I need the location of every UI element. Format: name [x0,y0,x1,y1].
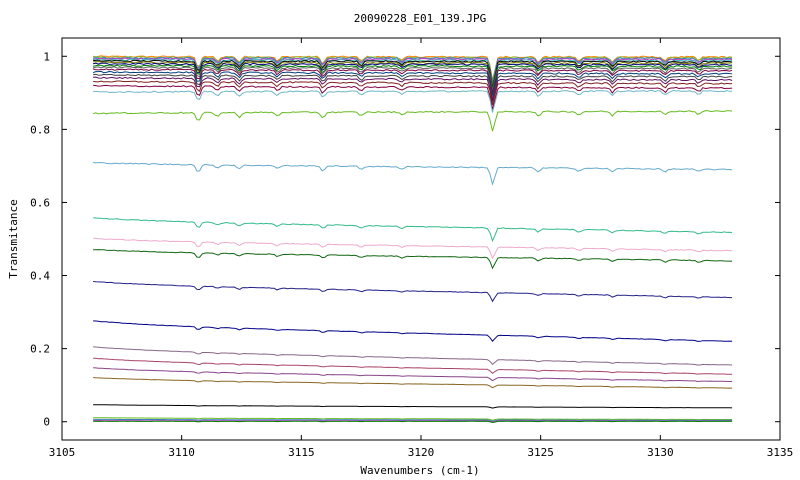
series-line [93,217,733,243]
y-tick-label: 0.4 [30,270,50,283]
series-line [93,89,733,113]
series-line [92,110,733,132]
x-axis: 3105 3110 3115 3120 3125 3130 3135 [49,38,794,459]
series-line [93,84,733,110]
series-line [92,70,733,96]
y-tick-label: 0.8 [30,123,50,136]
series-line [93,404,733,409]
series-line [93,80,733,106]
series-line [93,346,733,366]
series-line [93,73,733,100]
series-line [93,357,733,375]
series-line [92,68,733,94]
series-line [93,56,733,83]
y-tick-label: 1 [43,50,50,63]
x-tick-label: 3105 [49,446,76,459]
series-line [93,237,733,260]
series-layer [92,55,733,424]
x-tick-label: 3135 [767,446,794,459]
chart-title: 20090228_E01_139.JPG [354,12,486,25]
series-line [93,377,733,389]
x-axis-label: Wavenumbers (cm-1) [360,464,479,477]
x-tick-label: 3115 [288,446,315,459]
series-line [93,162,733,186]
series-line [93,417,733,421]
series-line [92,66,733,91]
x-tick-label: 3120 [408,446,435,459]
series-line [93,420,733,424]
series-line [93,281,733,303]
y-tick-label: 0 [43,416,50,429]
y-axis: 0 0.2 0.4 0.6 0.8 1 [30,50,780,429]
series-line [93,367,733,383]
x-tick-label: 3125 [527,446,554,459]
series-line [93,418,733,422]
series-line [93,64,733,90]
x-tick-label: 3110 [168,446,195,459]
y-tick-label: 0.6 [30,196,50,209]
series-line [93,76,733,102]
series-line [93,62,733,88]
series-line [93,249,733,270]
series-line [93,320,733,342]
x-tick-label: 3130 [647,446,674,459]
y-tick-label: 0.2 [30,343,50,356]
y-axis-label: Transmitance [7,199,20,278]
